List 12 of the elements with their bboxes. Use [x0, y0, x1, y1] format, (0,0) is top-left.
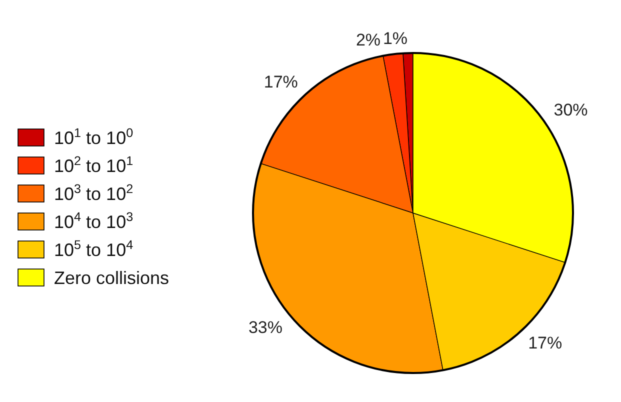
data-label: 1%: [382, 29, 408, 48]
legend-label: 10$^{2}$ to 10$^{1}$: [54, 154, 134, 176]
legend-label: 10$^{5}$ to 10$^{4}$: [54, 238, 134, 260]
data-label: 17%: [528, 334, 562, 353]
data-label: 2%: [356, 30, 381, 50]
data-label: 33%: [248, 318, 282, 338]
legend-label: 10$^{4}$ to 10$^{3}$: [54, 210, 134, 232]
data-label: 30%: [554, 100, 588, 120]
legend-label: 10$^{1}$ to 10$^{0}$: [54, 126, 134, 148]
legend-label: Zero collisions: [54, 268, 170, 288]
data-label: 17%: [264, 72, 298, 92]
legend-label: 10$^{3}$ to 10$^{2}$: [54, 182, 134, 204]
